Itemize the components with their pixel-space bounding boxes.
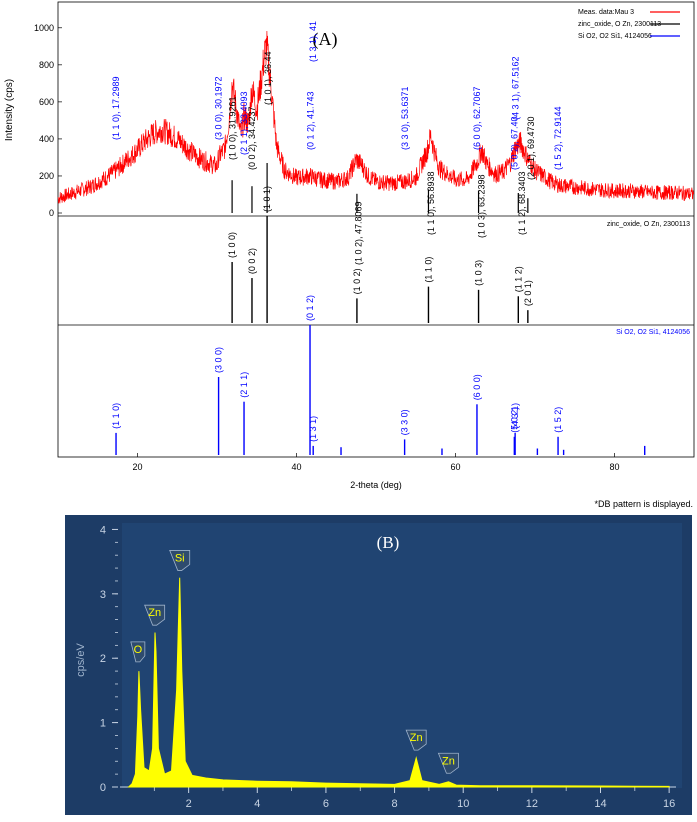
two-theta-tick-labels: 20 40 60 80 [132, 462, 619, 472]
sio2-peak-label: (3 3 0), 53.6371 [400, 86, 410, 150]
zno-reference-pattern: (1 0 0) (0 0 2) (1 0 1) (1 0 2) (1 1 0) (1 0 … [227, 186, 533, 323]
sio2-peak-label: (0 1 2), 41.743 [305, 91, 315, 150]
edx-x-tick-label: 4 [254, 798, 260, 810]
y-tick-label: 200 [39, 171, 54, 181]
zno-peak-label: (1 0 0), 31.9261 [227, 96, 237, 160]
sio2-peak-label: (4 3 1), 67.5162 [510, 56, 520, 120]
edx-label-box [169, 550, 191, 571]
measured-pattern [57, 30, 695, 213]
edx-y-tick-label: 2 [100, 653, 106, 665]
x-tick-label: 40 [291, 462, 301, 472]
edx-x-tick-label: 8 [392, 798, 398, 810]
edx-x-tick-label: 6 [323, 798, 329, 810]
sio2-peak-label: (5 0 2), 67.40 [509, 116, 519, 170]
legend-sio2-label: Si O2, O2 Si1, 4124056 [578, 33, 652, 40]
y-tick-label: 1000 [34, 23, 54, 33]
sio2-reference-hkl: (1 3 1) [308, 416, 318, 442]
edx-element-label: Si [175, 552, 185, 564]
sio2-reference-hkl: (4 3 1) [510, 403, 520, 429]
zno-reference-hkl: (1 0 0) [227, 232, 237, 258]
xrd-frame [57, 1, 695, 458]
edx-label-box [130, 641, 146, 663]
edx-plot-area [122, 523, 682, 788]
two-theta-axis-label: 2-theta (deg) [350, 480, 402, 490]
edx-label-box [437, 752, 459, 774]
sio2-peak-label: (1 5 2), 72.9144 [553, 106, 563, 170]
zno-reference-hkl: (1 0 3) [474, 260, 484, 286]
edx-spectrum [127, 577, 670, 788]
edx-label-box [405, 729, 427, 751]
edx-spectrum-area [127, 577, 670, 788]
zno-reference-hkl: (1 1 0) [423, 257, 433, 283]
intensity-tick-labels: 0 200 400 600 800 1000 [34, 23, 54, 218]
edx-y-tick-label: 1 [100, 718, 106, 730]
legend-measured-label: Meas. data:Mau 3 [578, 9, 634, 16]
legend-zno-label: zinc_oxide, O Zn, 2300113 [578, 21, 661, 28]
edx-x-tick-label: 12 [526, 798, 538, 810]
edx-y-tick-label: 4 [100, 524, 106, 536]
edx-x-tick-label: 16 [663, 798, 675, 810]
edx-element-labels: O Zn Si Zn Zn [130, 550, 459, 774]
zno-peak-label: (1 0 2), 47.8069 [354, 201, 364, 265]
sio2-reference-hkl: (0 1 2) [305, 295, 315, 321]
cps-axis-label: cps/eV [75, 643, 87, 677]
zno-peak-label: (2 0 1), 69.4730 [526, 116, 536, 180]
zno-reference-title: zinc_oxide, O Zn, 2300113 [607, 221, 690, 228]
edx-y-tick-label: 3 [100, 589, 106, 601]
sio2-peak-label: (1 3 1), 41 [308, 21, 318, 62]
xrd-legend: Meas. data:Mau 3 zinc_oxide, O Zn, 23001… [578, 9, 680, 40]
sio2-reference-hkl: (2 1 1) [239, 372, 249, 398]
measured-pattern-line [57, 30, 695, 204]
edx-x-tick-label: 10 [457, 798, 469, 810]
peak-annotations: (1 0 0), 31.9261 (0 0 2), 34.4237 (1 0 1),… [111, 21, 563, 265]
zno-reference-hkl: (2 0 1) [523, 280, 533, 306]
zno-peak-label: (1 0 3), 63.2398 [476, 174, 486, 238]
sio2-reference-hkl: (3 0 0) [214, 347, 224, 373]
sio2-peak-label: (3 0 0), 30.1972 [214, 76, 224, 140]
edx-element-label: Zn [148, 607, 161, 619]
zno-reference-hkl: (0 0 2) [247, 248, 257, 274]
y-tick-label: 600 [39, 97, 54, 107]
sio2-peak-label: (2 1 1), 33.4093 [239, 91, 249, 155]
sio2-reference-hkl: (6 0 0) [472, 374, 482, 400]
edx-element-label: O [134, 644, 143, 656]
y-tick-label: 400 [39, 134, 54, 144]
sio2-peak-label: (6 0 0), 62.7067 [472, 86, 482, 150]
y-tick-label: 800 [39, 60, 54, 70]
xrd-panel: Intensity (cps) 0 200 400 600 800 1000 20 40 60… [4, 1, 695, 509]
xrd-axis-ticks [58, 27, 615, 457]
edx-x-tick-label: 14 [594, 798, 606, 810]
zno-peak-label: (1 1 2), 68.3403 [517, 171, 527, 235]
db-pattern-footnote: *DB pattern is displayed. [594, 499, 693, 509]
zno-peak-label: (1 1 0), 56.8938 [426, 171, 436, 235]
edx-y-tick-label: 0 [100, 782, 106, 794]
intensity-axis-label: Intensity (cps) [4, 79, 15, 141]
edx-x-tick-label: 2 [186, 798, 192, 810]
edx-element-label: Zn [442, 755, 455, 767]
x-tick-label: 80 [609, 462, 619, 472]
sio2-peak-label: (1 1 0), 17.2989 [111, 76, 121, 140]
sio2-reference-pattern: (1 1 0) (3 0 0) (2 1 1) (0 1 2) (1 3 1) (3 3 … [111, 295, 646, 455]
zno-peak-label: (0 0 2), 34.4237 [247, 106, 257, 170]
zno-reference-hkl: (1 0 1) [262, 186, 272, 212]
y-tick-label: 0 [49, 208, 54, 218]
sio2-reference-title: Si O2, O2 Si1, 4124056 [616, 329, 690, 336]
x-tick-label: 60 [450, 462, 460, 472]
panel-a-label: (A) [313, 29, 338, 50]
sio2-reference-hkl: (3 3 0) [400, 409, 410, 435]
zno-reference-hkl: (1 0 2) [352, 268, 362, 294]
sio2-reference-hkl: (1 1 0) [111, 403, 121, 429]
edx-label-box [144, 604, 166, 626]
edx-element-label: Zn [410, 732, 423, 744]
sio2-reference-hkl: (1 5 2) [553, 407, 563, 433]
zno-reference-hkl: (1 1 2) [513, 266, 523, 292]
panel-b-label: (B) [377, 533, 400, 552]
sio2-reference-hkl: (5 0 2) [509, 407, 519, 433]
x-tick-label: 20 [132, 462, 142, 472]
zno-peak-label: (1 0 1), 36.44 [263, 51, 273, 105]
